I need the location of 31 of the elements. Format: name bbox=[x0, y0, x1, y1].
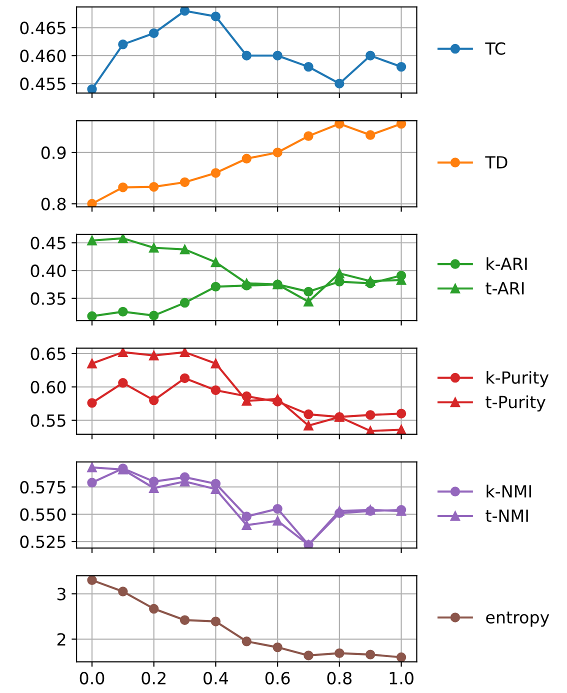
y-tick-label: 0.60 bbox=[30, 380, 66, 394]
y-tick-label: 0.65 bbox=[30, 347, 66, 360]
x-tick-label: 0.8 bbox=[327, 672, 352, 684]
y-tick-label: 3 bbox=[57, 588, 66, 600]
y-tick-label: 0.575 bbox=[20, 480, 66, 494]
legend-label: t-NMI bbox=[486, 510, 528, 522]
x-tick-label: 1.0 bbox=[390, 672, 414, 684]
y-tick-label: 0.460 bbox=[20, 50, 66, 62]
legend-label: k-Purity bbox=[486, 370, 549, 388]
y-tick-label: 0.455 bbox=[20, 78, 66, 90]
y-tick-label: 0.525 bbox=[20, 535, 66, 548]
x-tick-label: 0.0 bbox=[80, 672, 104, 684]
x-tick-label: 0.4 bbox=[204, 672, 228, 684]
legend-label: t-Purity bbox=[486, 395, 546, 412]
y-tick-label: 2 bbox=[57, 633, 66, 646]
y-tick-label: 0.465 bbox=[20, 22, 66, 34]
y-tick-label: 0.9 bbox=[41, 146, 66, 160]
y-tick-label: 0.550 bbox=[20, 508, 66, 521]
y-tick-label: 0.35 bbox=[30, 292, 66, 305]
y-tick-label: 0.55 bbox=[30, 414, 66, 427]
x-tick-label: 0.2 bbox=[142, 672, 166, 684]
legend-label: TD bbox=[485, 156, 508, 168]
y-tick-label: 0.8 bbox=[41, 198, 66, 210]
legend-label: k-ARI bbox=[486, 257, 527, 270]
x-tick-label: 0.6 bbox=[265, 672, 290, 684]
legend-label: k-NMI bbox=[486, 484, 532, 498]
legend-label: TC bbox=[485, 42, 506, 55]
legend-label: entropy bbox=[486, 612, 550, 627]
legend-label: t-ARI bbox=[486, 282, 524, 294]
y-tick-label: 0.40 bbox=[30, 264, 66, 278]
y-tick-label: 0.45 bbox=[30, 236, 66, 250]
